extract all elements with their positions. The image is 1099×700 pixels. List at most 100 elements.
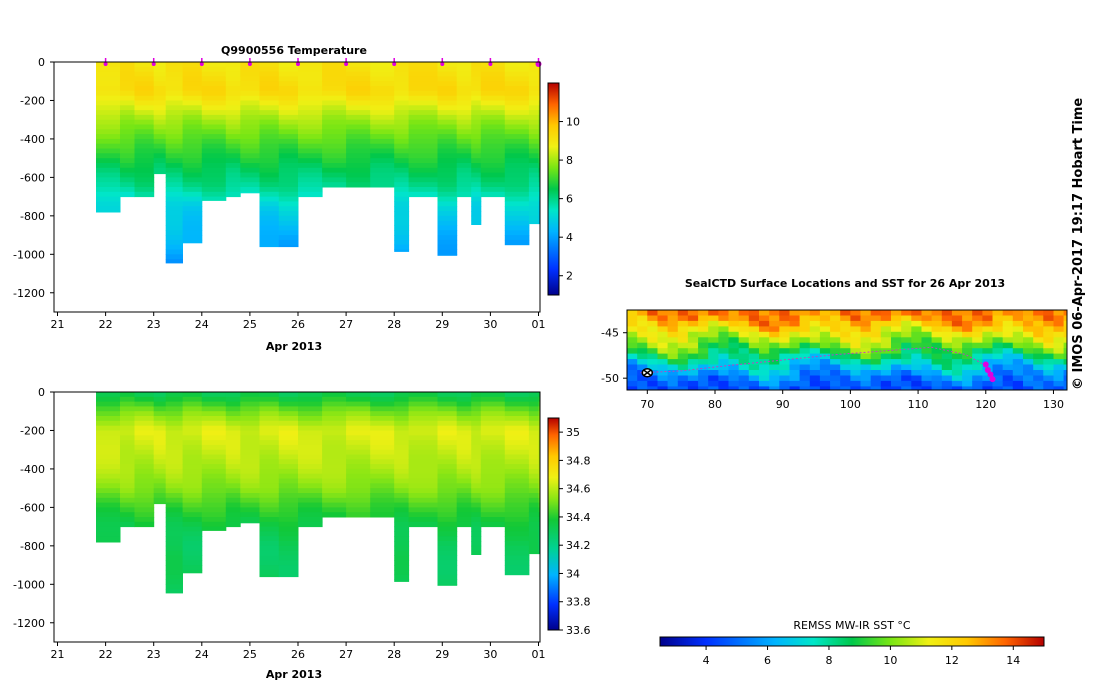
section-cell — [528, 143, 539, 149]
x-tick-label: 22 — [99, 318, 113, 331]
section-cell — [165, 569, 183, 576]
temperature-colorbar — [547, 82, 560, 296]
section-cell — [182, 148, 203, 154]
sst-cell — [921, 380, 933, 387]
section-cell — [437, 401, 458, 407]
sst-cell — [982, 359, 994, 366]
section-cell — [96, 86, 121, 92]
section-cell — [322, 119, 347, 125]
sst-cell — [901, 337, 912, 344]
sst-cell — [941, 326, 953, 333]
section-cell — [480, 81, 506, 87]
sst-cell — [1002, 348, 1014, 355]
sst-cell — [1012, 326, 1024, 333]
section-cell — [346, 143, 371, 149]
sst-cell — [911, 310, 923, 317]
sst-cell — [748, 359, 760, 366]
sst-cell — [880, 353, 892, 360]
sst-cell — [951, 364, 963, 371]
section-cell — [259, 478, 280, 484]
section-cell — [538, 143, 540, 149]
section-cell — [471, 444, 482, 451]
sst-cell — [921, 386, 933, 390]
sst-cell — [850, 342, 862, 349]
section-cell — [240, 71, 260, 77]
section-cell — [538, 182, 540, 188]
sst-cell — [647, 348, 659, 355]
sst-cell — [819, 348, 831, 355]
sst-cell — [982, 353, 994, 360]
sst-cell — [911, 353, 923, 360]
section-cell — [96, 488, 121, 494]
section-cell — [504, 81, 530, 87]
section-cell — [165, 138, 183, 145]
section-cell — [538, 129, 540, 135]
y-tick-label: 0 — [38, 386, 45, 399]
sst-cell — [738, 364, 750, 371]
section-cell — [504, 435, 530, 441]
section-cell — [201, 512, 227, 518]
section-cell — [120, 177, 135, 183]
section-cell — [538, 206, 540, 212]
section-cell — [298, 512, 323, 518]
section-cell — [456, 114, 472, 121]
section-cell — [120, 507, 135, 513]
section-cell — [538, 425, 540, 431]
section-cell — [259, 124, 280, 130]
section-cell — [240, 406, 260, 412]
section-cell — [437, 541, 458, 547]
section-cell — [165, 574, 183, 580]
section-cell — [471, 420, 482, 427]
section-cell — [278, 473, 299, 479]
section-cell — [370, 143, 395, 149]
sst-cell — [657, 380, 669, 387]
section-cell — [538, 440, 540, 446]
sst-cell — [809, 342, 821, 349]
colorbar-tick-label: 34.4 — [566, 511, 591, 524]
temperature-x-axis: 21 22 23 24 25 26 27 28 29 30 01 — [51, 312, 546, 331]
section-cell — [298, 62, 323, 68]
sst-cell — [951, 370, 963, 377]
section-cell — [456, 449, 472, 455]
section-cell — [471, 143, 482, 149]
sst-cell — [769, 310, 780, 317]
section-cell — [96, 76, 121, 82]
sst-cell — [1043, 375, 1055, 382]
section-cell — [394, 76, 410, 82]
section-cell — [240, 95, 260, 101]
sst-cell — [870, 370, 882, 377]
y-tick-label: -1000 — [13, 248, 45, 261]
sst-cell — [860, 370, 872, 377]
sst-cell — [1012, 337, 1024, 344]
section-cell — [201, 105, 227, 111]
section-cell — [134, 435, 155, 441]
section-cell — [225, 100, 241, 106]
sst-cell — [667, 359, 679, 366]
section-cell — [259, 134, 280, 140]
section-cell — [134, 62, 155, 68]
sst-cell — [951, 375, 963, 382]
section-cell — [278, 512, 299, 518]
sst-colorbar-tick-label: 6 — [764, 654, 771, 667]
section-cell — [528, 148, 539, 154]
section-cell — [480, 478, 506, 484]
section-cell — [480, 114, 506, 121]
section-cell — [437, 172, 458, 178]
section-cell — [408, 512, 438, 518]
section-cell — [182, 134, 203, 140]
sst-cell — [738, 370, 750, 377]
section-cell — [370, 129, 395, 135]
section-cell — [182, 512, 203, 518]
sst-cell — [921, 342, 933, 349]
section-cell — [120, 100, 135, 106]
y-tick-label: -400 — [20, 463, 45, 476]
section-cell — [225, 401, 241, 407]
section-cell — [134, 507, 155, 513]
section-cell — [528, 191, 539, 198]
sst-cell — [1023, 359, 1034, 366]
sst-cell — [779, 331, 791, 338]
section-cell — [394, 396, 410, 403]
section-cell — [394, 134, 410, 140]
section-cell — [298, 148, 323, 154]
section-cell — [96, 473, 121, 479]
